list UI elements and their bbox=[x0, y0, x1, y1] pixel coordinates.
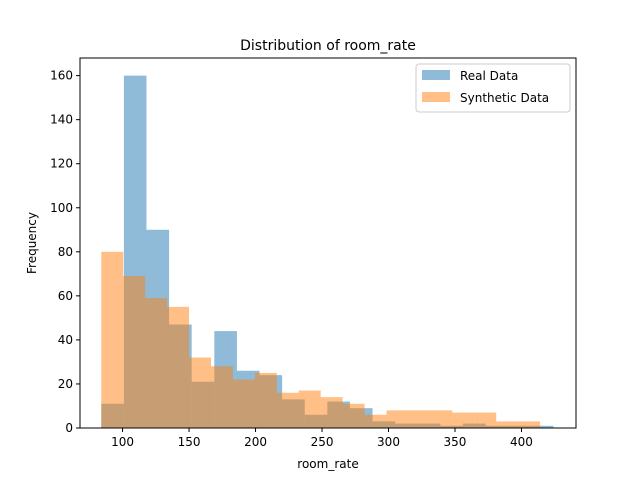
real-data-bar bbox=[530, 425, 554, 428]
x-tick-label: 200 bbox=[244, 435, 267, 449]
legend: Real Data Synthetic Data bbox=[415, 63, 571, 113]
synthetic-data-bar bbox=[167, 306, 190, 428]
legend-swatch-real-data bbox=[422, 70, 450, 80]
synthetic-data-bar bbox=[145, 298, 168, 428]
x-axis-ticks: 100 150 200 250 300 350 400 bbox=[111, 428, 533, 449]
synthetic-data-bar bbox=[386, 410, 409, 428]
synthetic-data-bar bbox=[123, 276, 146, 428]
synthetic-data-bar bbox=[342, 403, 365, 428]
y-tick-label: 100 bbox=[50, 201, 73, 215]
legend-box bbox=[415, 63, 571, 113]
synthetic-data-bar bbox=[210, 366, 233, 428]
synthetic-data-bar bbox=[189, 357, 211, 428]
synthetic-data-bar bbox=[452, 412, 475, 428]
synthetic-data-bars bbox=[101, 251, 541, 428]
x-tick-label: 250 bbox=[311, 435, 334, 449]
y-tick-label: 40 bbox=[58, 333, 73, 347]
synthetic-data-bar bbox=[408, 410, 431, 428]
synthetic-data-bar bbox=[474, 412, 497, 428]
y-axis-label: Frequency bbox=[25, 212, 39, 274]
synthetic-data-bar bbox=[320, 397, 343, 428]
y-tick-label: 160 bbox=[50, 69, 73, 83]
y-tick-label: 20 bbox=[58, 377, 73, 391]
y-tick-label: 0 bbox=[65, 421, 73, 435]
synthetic-data-bar bbox=[430, 410, 453, 428]
legend-label-real-data: Real Data bbox=[460, 69, 518, 83]
synthetic-data-bar bbox=[101, 251, 124, 428]
x-tick-label: 100 bbox=[111, 435, 134, 449]
x-tick-label: 150 bbox=[178, 435, 201, 449]
synthetic-data-bar bbox=[254, 372, 277, 428]
x-tick-label: 350 bbox=[444, 435, 467, 449]
plot-frame bbox=[79, 57, 577, 429]
synthetic-data-bar bbox=[496, 421, 519, 428]
legend-label-synthetic-data: Synthetic Data bbox=[460, 91, 549, 105]
y-tick-label: 140 bbox=[50, 113, 73, 127]
x-axis-label: room_rate bbox=[297, 457, 358, 471]
x-tick-label: 300 bbox=[377, 435, 400, 449]
synthetic-data-bar bbox=[276, 392, 299, 428]
legend-swatch-synthetic-data bbox=[422, 92, 450, 102]
y-tick-label: 80 bbox=[58, 245, 73, 259]
y-tick-label: 60 bbox=[58, 289, 73, 303]
synthetic-data-bar bbox=[298, 390, 321, 428]
synthetic-data-bar bbox=[232, 379, 255, 428]
y-tick-label: 120 bbox=[50, 157, 73, 171]
y-axis-ticks: 0 20 40 60 80 100 120 140 160 bbox=[50, 69, 80, 435]
synthetic-data-bar bbox=[518, 421, 541, 428]
chart-title: Distribution of room_rate bbox=[240, 38, 416, 54]
synthetic-data-bar bbox=[364, 414, 387, 428]
x-tick-label: 400 bbox=[510, 435, 533, 449]
